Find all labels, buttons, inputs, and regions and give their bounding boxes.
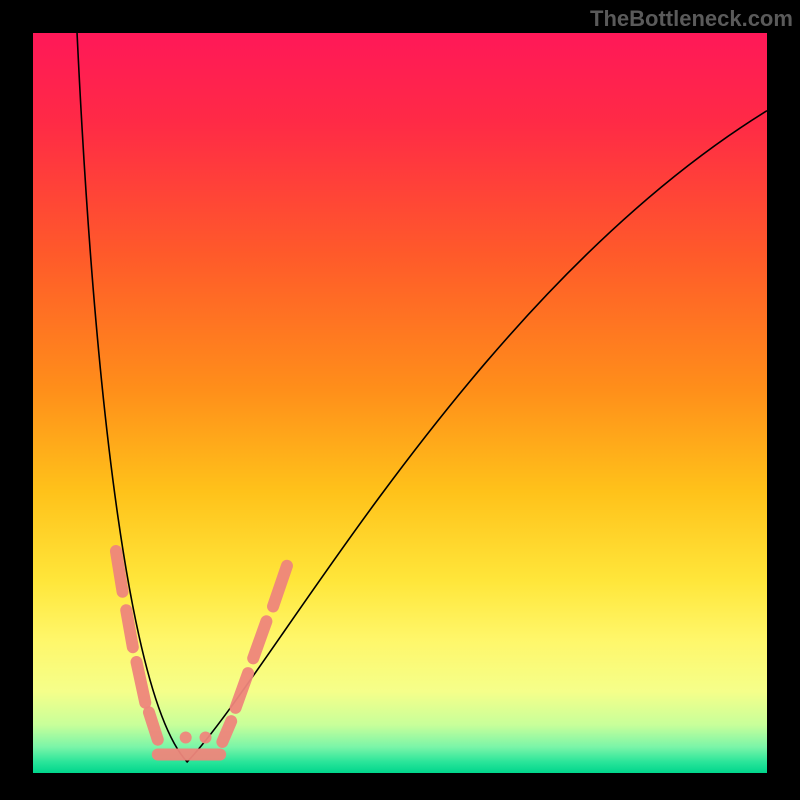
gradient-background bbox=[33, 33, 767, 773]
chart-plot-area bbox=[33, 33, 767, 773]
watermark-text: TheBottleneck.com bbox=[590, 6, 793, 32]
